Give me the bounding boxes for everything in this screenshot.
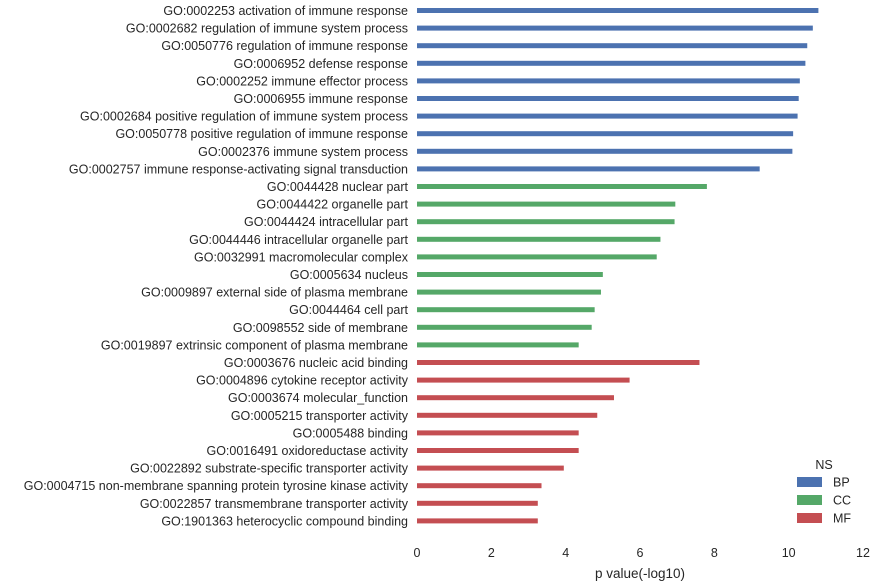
x-axis-ticks: 0 2 4 6 8 10 12 (414, 546, 870, 560)
category-label: GO:0016491 oxidoreductase activity (206, 444, 408, 458)
bar (417, 236, 661, 242)
bar (417, 148, 793, 154)
category-label: GO:0002682 regulation of immune system p… (126, 22, 408, 36)
bar (417, 131, 794, 137)
bar (417, 201, 676, 207)
bar (417, 518, 538, 524)
category-label: GO:0005488 binding (293, 426, 408, 440)
x-tick-label: 6 (637, 546, 644, 560)
bar (417, 96, 799, 101)
bar (417, 342, 579, 348)
category-label: GO:0044464 cell part (289, 303, 408, 317)
bar (417, 377, 630, 383)
bar (417, 166, 760, 172)
bar (417, 78, 800, 84)
legend-swatch (797, 513, 822, 523)
category-label: GO:0002376 immune system process (198, 145, 408, 159)
legend-label: MF (833, 512, 851, 526)
bar (417, 430, 579, 436)
category-label: GO:0003674 molecular_function (228, 391, 408, 405)
x-tick-label: 12 (856, 546, 870, 560)
bar (417, 219, 675, 225)
category-label: GO:0006952 defense response (234, 57, 408, 71)
legend: NS BP CC MF (797, 458, 851, 526)
category-label: GO:0004896 cytokine receptor activity (196, 374, 409, 388)
category-label: GO:0005634 nucleus (290, 268, 408, 282)
bar (417, 25, 813, 31)
category-label: GO:0002757 immune response-activating si… (69, 162, 408, 176)
bar (417, 184, 707, 189)
bar (417, 465, 564, 471)
category-label: GO:0003676 nucleic acid binding (224, 356, 408, 370)
category-labels: GO:0002253 activation of immune response… (24, 4, 409, 528)
bar (417, 272, 603, 277)
category-label: GO:0004715 non-membrane spanning protein… (24, 479, 409, 493)
bars-group (417, 8, 819, 524)
category-label: GO:1901363 heterocyclic compound binding (161, 514, 408, 528)
x-axis-title: p value(-log10) (595, 566, 685, 581)
bar (417, 60, 806, 66)
category-label: GO:0019897 extrinsic component of plasma… (101, 338, 408, 352)
bar (417, 307, 595, 313)
bar (417, 289, 601, 295)
category-label: GO:0050778 positive regulation of immune… (115, 127, 408, 141)
category-label: GO:0002684 positive regulation of immune… (80, 110, 408, 124)
bar (417, 324, 592, 330)
x-tick-label: 8 (711, 546, 718, 560)
x-tick-label: 2 (488, 546, 495, 560)
category-label: GO:0002253 activation of immune response (163, 4, 408, 18)
category-label: GO:0050776 regulation of immune response (161, 39, 408, 53)
bar (417, 254, 657, 260)
bar (417, 113, 798, 119)
category-label: GO:0044424 intracellular part (244, 215, 409, 229)
category-label: GO:0032991 macromolecular complex (194, 250, 409, 264)
category-label: GO:0044446 intracellular organelle part (189, 233, 408, 247)
legend-swatch (797, 495, 822, 505)
category-label: GO:0098552 side of membrane (233, 321, 408, 335)
bar (417, 395, 614, 401)
legend-swatch (797, 477, 822, 487)
bar (417, 360, 700, 365)
bar (417, 483, 542, 489)
category-label: GO:0009897 external side of plasma membr… (141, 286, 408, 300)
bar (417, 43, 808, 49)
bar (417, 412, 598, 418)
x-tick-label: 0 (414, 546, 421, 560)
bar (417, 500, 538, 506)
legend-label: CC (833, 494, 851, 508)
category-label: GO:0006955 immune response (234, 92, 408, 106)
legend-title: NS (815, 458, 832, 472)
category-label: GO:0022892 substrate-specific transporte… (130, 462, 409, 476)
category-label: GO:0044428 nuclear part (267, 180, 409, 194)
bar (417, 8, 819, 13)
category-label: GO:0044422 organelle part (257, 198, 409, 212)
bar (417, 448, 579, 453)
legend-label: BP (833, 476, 850, 490)
category-label: GO:0022857 transmembrane transporter act… (140, 497, 409, 511)
category-label: GO:0005215 transporter activity (231, 409, 409, 423)
x-tick-label: 10 (782, 546, 796, 560)
category-label: GO:0002252 immune effector process (196, 74, 408, 88)
x-tick-label: 4 (562, 546, 569, 560)
